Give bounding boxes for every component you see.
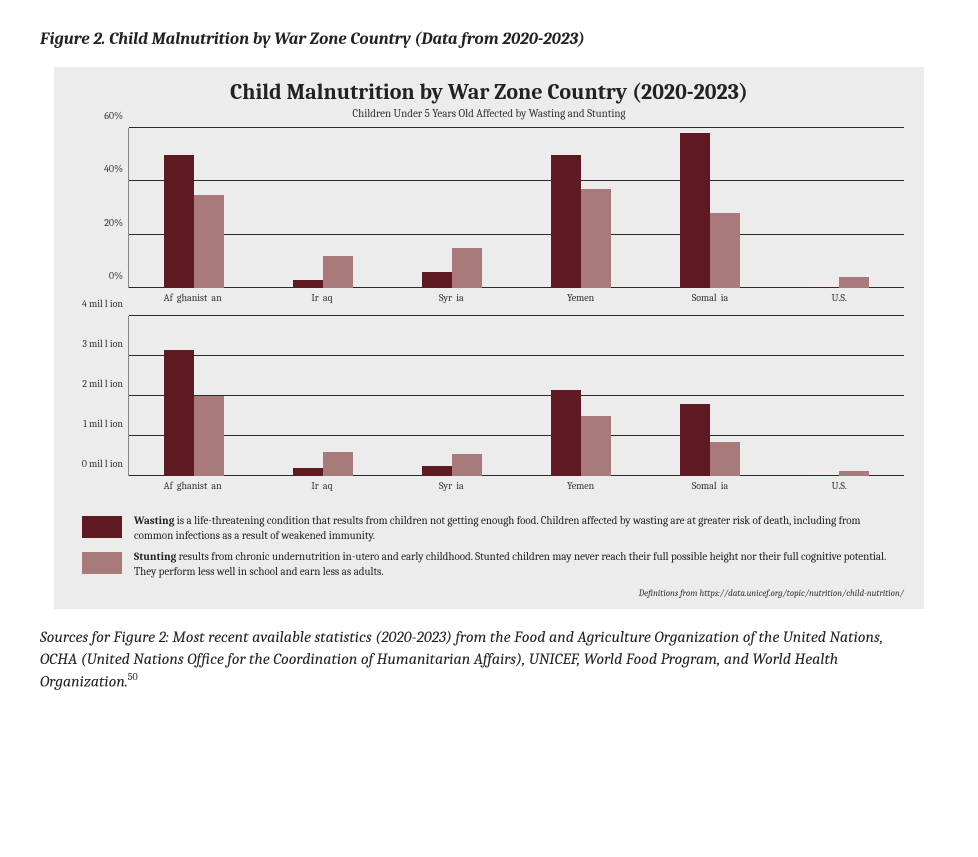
x-tick-label: Yemen bbox=[516, 292, 645, 304]
bar-stunting bbox=[452, 454, 482, 476]
x-tick-label: Af ghanist an bbox=[128, 292, 257, 304]
legend-term: Wasting bbox=[134, 514, 174, 527]
chart-title: Child Malnutrition by War Zone Country (… bbox=[74, 79, 904, 105]
category-group bbox=[775, 128, 904, 288]
bar-wasting bbox=[551, 155, 581, 288]
bar-stunting bbox=[452, 248, 482, 288]
legend-term: Stunting bbox=[134, 550, 176, 563]
y-tick-label: 20% bbox=[104, 217, 129, 229]
bar-stunting bbox=[710, 442, 740, 476]
bar-wasting bbox=[422, 272, 452, 288]
x-tick-label: U.S. bbox=[775, 292, 904, 304]
category-group bbox=[517, 128, 646, 288]
x-tick-label: Ir aq bbox=[257, 480, 386, 492]
y-tick-label: 3 mil l ion bbox=[82, 338, 129, 350]
bar-wasting bbox=[164, 350, 194, 476]
x-tick-label: Yemen bbox=[516, 480, 645, 492]
y-tick-label: 0% bbox=[109, 270, 129, 282]
legend-text: Stunting results from chronic undernutri… bbox=[134, 550, 896, 580]
legend-description: is a life-threatening condition that res… bbox=[134, 514, 860, 542]
x-tick-label: Somal ia bbox=[645, 292, 774, 304]
figure-caption: Figure 2. Child Malnutrition by War Zone… bbox=[40, 30, 938, 49]
category-group bbox=[646, 316, 775, 476]
plot-area-bottom: 0 mil l ion1 mil l ion2 mil l ion3 mil l… bbox=[128, 316, 904, 476]
bar-wasting bbox=[809, 287, 839, 288]
bar-stunting bbox=[323, 452, 353, 476]
bar-stunting bbox=[194, 195, 224, 288]
category-group bbox=[387, 128, 516, 288]
category-group bbox=[129, 128, 258, 288]
legend-text: Wasting is a life-threatening condition … bbox=[134, 514, 896, 544]
y-tick-label: 40% bbox=[104, 163, 129, 175]
bar-wasting bbox=[293, 468, 323, 476]
legend-swatch bbox=[82, 516, 122, 538]
bars-row bbox=[129, 128, 904, 288]
footnote-ref: 50 bbox=[128, 671, 138, 683]
definitions-source: Definitions from https://data.unicef.org… bbox=[74, 589, 904, 599]
bar-stunting bbox=[581, 189, 611, 288]
bar-stunting bbox=[581, 416, 611, 476]
bar-stunting bbox=[839, 277, 869, 288]
y-tick-label: 60% bbox=[104, 110, 129, 122]
x-tick-label: Somal ia bbox=[645, 480, 774, 492]
sources-caption: Sources for Figure 2: Most recent availa… bbox=[40, 627, 920, 692]
bar-wasting bbox=[422, 466, 452, 476]
y-tick-label: 0 mil l ion bbox=[82, 458, 129, 470]
subplot-percent: 0%20%40%60% Af ghanist anIr aqSyr iaYeme… bbox=[128, 128, 904, 304]
bar-wasting bbox=[680, 133, 710, 288]
category-group bbox=[517, 316, 646, 476]
bar-wasting bbox=[551, 390, 581, 476]
bar-wasting bbox=[293, 280, 323, 288]
bar-stunting bbox=[194, 396, 224, 476]
category-group bbox=[387, 316, 516, 476]
legend-description: results from chronic undernutrition in-u… bbox=[134, 550, 886, 578]
bars-row bbox=[129, 316, 904, 476]
legend-swatch bbox=[82, 552, 122, 574]
subplot-millions: 0 mil l ion1 mil l ion2 mil l ion3 mil l… bbox=[128, 316, 904, 492]
x-axis-top: Af ghanist anIr aqSyr iaYemenSomal iaU.S… bbox=[128, 292, 904, 304]
legend-row: Wasting is a life-threatening condition … bbox=[82, 514, 896, 544]
chart-subtitle: Children Under 5 Years Old Affected by W… bbox=[74, 107, 904, 120]
chart-panel: Child Malnutrition by War Zone Country (… bbox=[54, 67, 924, 609]
category-group bbox=[129, 316, 258, 476]
plot-area-top: 0%20%40%60% bbox=[128, 128, 904, 288]
bar-stunting bbox=[710, 213, 740, 288]
y-tick-label: 4 mil l ion bbox=[82, 298, 129, 310]
category-group bbox=[775, 316, 904, 476]
x-tick-label: Af ghanist an bbox=[128, 480, 257, 492]
category-group bbox=[646, 128, 775, 288]
x-tick-label: Syr ia bbox=[387, 480, 516, 492]
x-axis-bottom: Af ghanist anIr aqSyr iaYemenSomal iaU.S… bbox=[128, 480, 904, 492]
x-tick-label: Syr ia bbox=[387, 292, 516, 304]
bar-wasting bbox=[164, 155, 194, 288]
bar-stunting bbox=[323, 256, 353, 288]
legend: Wasting is a life-threatening condition … bbox=[74, 504, 904, 585]
bar-wasting bbox=[809, 475, 839, 476]
category-group bbox=[258, 128, 387, 288]
bar-wasting bbox=[680, 404, 710, 476]
y-tick-label: 2 mil l ion bbox=[82, 378, 129, 390]
sources-text: Sources for Figure 2: Most recent availa… bbox=[40, 628, 883, 690]
bar-stunting bbox=[839, 471, 869, 476]
category-group bbox=[258, 316, 387, 476]
x-tick-label: U.S. bbox=[775, 480, 904, 492]
x-tick-label: Ir aq bbox=[257, 292, 386, 304]
y-tick-label: 1 mil l ion bbox=[83, 418, 129, 430]
legend-row: Stunting results from chronic undernutri… bbox=[82, 550, 896, 580]
